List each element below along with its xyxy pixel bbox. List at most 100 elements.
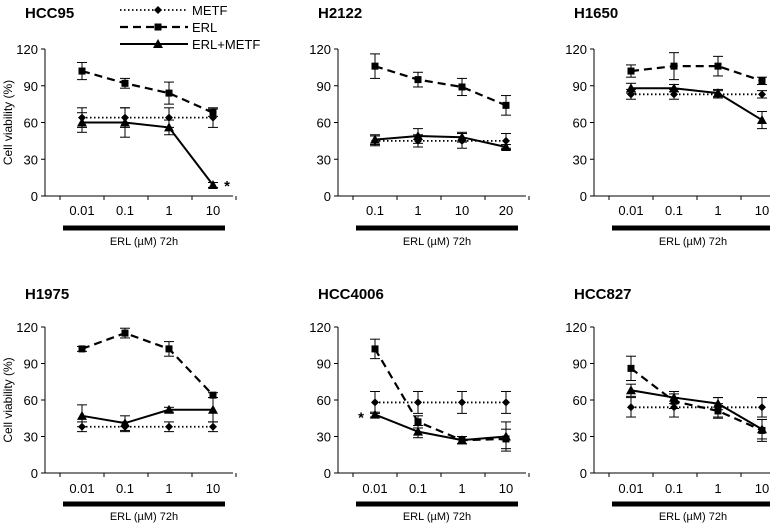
data-point bbox=[502, 136, 510, 145]
data-point bbox=[121, 79, 129, 87]
y-tick-label: 30 bbox=[24, 152, 38, 167]
x-axis-label: ERL (µM) 72h bbox=[659, 236, 727, 248]
x-tick-label: 0.1 bbox=[665, 481, 683, 496]
data-point bbox=[120, 117, 130, 127]
y-tick-label: 0 bbox=[324, 189, 331, 204]
treatment-bar bbox=[612, 225, 770, 231]
y-tick-label: 90 bbox=[24, 357, 38, 372]
y-tick-label: 120 bbox=[309, 42, 331, 57]
y-tick-label: 30 bbox=[317, 430, 331, 445]
data-point bbox=[370, 134, 380, 144]
data-point bbox=[413, 130, 423, 140]
treatment-bar bbox=[356, 501, 518, 507]
x-tick-label: 20 bbox=[499, 203, 513, 218]
y-tick-label: 60 bbox=[573, 116, 587, 131]
x-tick-label: 10 bbox=[206, 481, 220, 496]
panel-title: H1975 bbox=[25, 286, 69, 303]
y-tick-label: 60 bbox=[24, 393, 38, 408]
panel-h1975: H1975 0 30 60 90 120 0.01 0.1 1 10 ERL (µM) 72h Cel… bbox=[1, 286, 237, 523]
panel-hcc95: HCC95 0 30 60 90 120 0.01 0.1 1 10 ERL (µM) 72h Cel… bbox=[1, 5, 237, 248]
x-tick-label: 0.01 bbox=[362, 481, 387, 496]
series-line bbox=[630, 367, 763, 432]
x-tick-label: 0.1 bbox=[665, 203, 683, 218]
data-point bbox=[627, 67, 635, 75]
x-tick-label: 0.01 bbox=[69, 481, 94, 496]
data-point bbox=[757, 424, 767, 434]
data-point bbox=[669, 392, 679, 402]
data-point bbox=[501, 431, 511, 441]
y-tick-label: 120 bbox=[16, 320, 38, 335]
x-tick-label: 0.1 bbox=[116, 481, 134, 496]
data-point bbox=[413, 426, 423, 436]
y-axis-label: Cell viability (%) bbox=[1, 357, 15, 442]
significance-asterisk: * bbox=[224, 178, 230, 195]
data-point bbox=[757, 115, 767, 125]
data-point bbox=[120, 418, 130, 428]
panel-title: H2122 bbox=[318, 5, 362, 22]
x-tick-label: 0.1 bbox=[409, 481, 427, 496]
series-erl bbox=[77, 327, 218, 399]
data-point bbox=[77, 410, 87, 420]
x-tick-label: 10 bbox=[206, 203, 220, 218]
x-axis-label: ERL (µM) 72h bbox=[110, 236, 178, 248]
data-point bbox=[414, 418, 422, 426]
series-metf bbox=[77, 421, 218, 433]
data-point bbox=[758, 90, 766, 99]
data-point bbox=[164, 404, 174, 414]
x-tick-label: 0.01 bbox=[618, 203, 643, 218]
x-tick-label: 0.01 bbox=[618, 481, 643, 496]
x-tick-label: 1 bbox=[458, 481, 465, 496]
data-point bbox=[121, 329, 129, 337]
data-point bbox=[458, 83, 466, 91]
treatment-bar bbox=[63, 501, 225, 507]
x-tick-label: 1 bbox=[165, 203, 172, 218]
data-point bbox=[714, 407, 722, 415]
data-point bbox=[626, 83, 636, 93]
data-point bbox=[209, 109, 217, 117]
data-point bbox=[370, 409, 380, 419]
data-point bbox=[208, 404, 218, 414]
data-point bbox=[209, 422, 217, 431]
series-erl-metf bbox=[370, 409, 511, 452]
y-tick-label: 120 bbox=[16, 42, 38, 57]
x-tick-label: 0.01 bbox=[69, 203, 94, 218]
data-point bbox=[371, 62, 379, 70]
series-line bbox=[631, 87, 763, 121]
series-erl-metf bbox=[77, 107, 218, 189]
legend-marker bbox=[154, 23, 162, 31]
panel-title: HCC4006 bbox=[318, 286, 384, 303]
y-tick-label: 90 bbox=[317, 79, 331, 94]
series-line bbox=[81, 331, 214, 396]
treatment-bar bbox=[612, 501, 770, 507]
data-point bbox=[164, 122, 174, 132]
series-erl bbox=[626, 355, 767, 442]
series-line bbox=[630, 65, 763, 82]
y-tick-label: 0 bbox=[31, 189, 38, 204]
y-tick-label: 0 bbox=[580, 466, 587, 481]
y-tick-label: 0 bbox=[31, 466, 38, 481]
data-point bbox=[502, 101, 510, 109]
legend: METF ERL ERL+METF bbox=[120, 3, 260, 52]
legend-label: METF bbox=[192, 3, 227, 18]
data-point bbox=[670, 62, 678, 70]
x-axis-label: ERL (µM) 72h bbox=[403, 236, 471, 248]
series-erl bbox=[626, 52, 767, 86]
data-point bbox=[627, 90, 635, 99]
series-erl-metf bbox=[626, 82, 767, 130]
data-point bbox=[627, 364, 635, 372]
panel-hcc827: HCC827 0 30 60 90 120 0.01 0.1 1 10 ERL (µM) 72h bbox=[565, 286, 770, 523]
data-point bbox=[627, 403, 635, 412]
x-tick-label: 10 bbox=[455, 203, 469, 218]
y-tick-label: 120 bbox=[565, 320, 587, 335]
series-line bbox=[81, 408, 213, 425]
y-tick-label: 30 bbox=[317, 152, 331, 167]
data-point bbox=[165, 345, 173, 353]
data-point bbox=[457, 435, 467, 445]
y-tick-label: 120 bbox=[309, 320, 331, 335]
data-point bbox=[208, 179, 218, 189]
data-point bbox=[501, 142, 511, 151]
series-line bbox=[82, 121, 214, 186]
panel-title: H1650 bbox=[574, 5, 618, 22]
data-point bbox=[713, 398, 723, 408]
